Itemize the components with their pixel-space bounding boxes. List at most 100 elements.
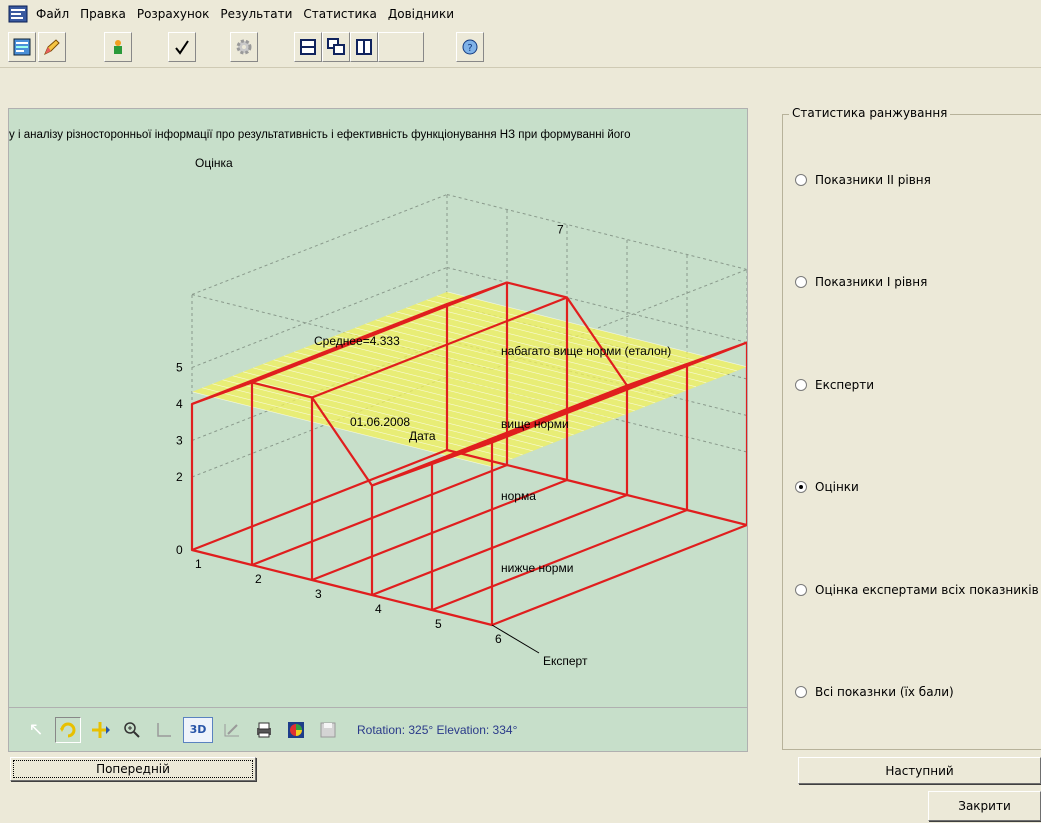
expert-base-line (371, 493, 628, 597)
z-tick-label: 5 (176, 361, 183, 375)
menu-reference[interactable]: Довідники (387, 7, 455, 21)
level-label: нижче норми (501, 561, 573, 575)
expert-base-line (191, 448, 448, 552)
mean-plane-stripe (324, 339, 625, 416)
mean-plane-stripe (385, 315, 686, 392)
x-tick-label: 4 (375, 602, 382, 616)
radio-experts-circle[interactable] (795, 379, 807, 391)
mean-plane (192, 291, 747, 467)
mean-plane-stripe (222, 379, 523, 456)
close-button[interactable]: Закрити (928, 791, 1041, 821)
mean-plane-stripe (446, 291, 747, 368)
top-tick-label: 7 (557, 223, 564, 237)
axes-icon[interactable] (151, 717, 177, 743)
menu-results[interactable]: Результати (220, 7, 293, 21)
score-base-line (190, 548, 494, 627)
radio-indicators-level1-label: Показники І рівня (815, 275, 928, 289)
zoom-icon[interactable] (119, 717, 145, 743)
mean-plane-stripe (273, 359, 574, 436)
z-tick-label: 0 (176, 543, 183, 557)
expert-base-line (251, 463, 508, 567)
x-tick-label: 5 (435, 617, 442, 631)
radio-indicators-level1[interactable]: Показники І рівня (795, 275, 927, 289)
radio-expert-scores-all-circle[interactable] (795, 584, 807, 596)
save-icon[interactable] (315, 717, 341, 743)
split-vertical-icon[interactable] (350, 32, 378, 62)
mean-plane-stripe (283, 355, 584, 432)
z-tick-label: 2 (176, 470, 183, 484)
expert-base-line (491, 523, 747, 627)
chart-banner: у і аналізу різносторонньої інформації п… (9, 129, 630, 141)
menu-statistics[interactable]: Статистика (303, 7, 377, 21)
expert-top-line (431, 362, 688, 466)
plot-toolbar: ↖ 3D Rotation: 325° Elevation: 334° (8, 708, 748, 752)
x-tick-label: 1 (195, 557, 202, 571)
radio-indicators-level1-circle[interactable] (795, 276, 807, 288)
mean-plane-stripe (212, 383, 513, 460)
z-axis-title: Оцінка (195, 156, 233, 170)
score-line (190, 381, 494, 487)
view-3d-button[interactable]: 3D (183, 716, 213, 743)
mean-plane-stripe (334, 335, 635, 412)
x-tick-label: 2 (255, 572, 262, 586)
menu-edit[interactable]: Правка (80, 7, 126, 21)
pan-icon[interactable] (87, 717, 113, 743)
expert-top-line (371, 384, 628, 487)
radio-all-indicators[interactable]: Всі показнки (їх бали) (795, 685, 954, 699)
mean-plane-stripe (406, 307, 707, 384)
mean-plane-stripe (253, 367, 554, 444)
radio-scores[interactable]: Оцінки (795, 480, 859, 494)
edit-chart-icon[interactable] (219, 717, 245, 743)
x-tick-label: 6 (495, 632, 502, 646)
grid-line (491, 269, 747, 370)
expert-top-line (251, 281, 508, 384)
prev-button[interactable]: Попередній (10, 757, 256, 781)
menu-file[interactable]: Файл (36, 7, 70, 21)
checkmark-icon[interactable] (168, 32, 196, 62)
expert-top-line (191, 302, 448, 406)
radio-indicators-level2-circle[interactable] (795, 174, 807, 186)
figures-icon[interactable] (104, 32, 132, 62)
help-icon[interactable]: ? (456, 32, 484, 62)
pencil-icon[interactable] (38, 32, 66, 62)
x-axis-title: Експерт (543, 654, 588, 668)
3d-chart[interactable]: 0 2 3 4 5 1 2 3 4 5 6 7 у і аналізу різносторонньої … (9, 109, 748, 708)
app-icon[interactable] (8, 5, 28, 23)
mean-plane-stripe (314, 343, 615, 420)
grid-line (191, 267, 448, 368)
mean-plane-stripe (365, 323, 666, 400)
grid-line (446, 194, 747, 270)
radio-expert-scores-all[interactable]: Оцінка експертами всіх показників (795, 583, 1039, 597)
radio-indicators-level2[interactable]: Показники ІІ рівня (795, 173, 931, 187)
report-icon[interactable] (8, 32, 36, 62)
score-line (445, 281, 747, 387)
chart-panel: 0 2 3 4 5 1 2 3 4 5 6 7 у і аналізу різносторонньої … (8, 108, 748, 708)
score-base-line (445, 448, 747, 527)
palette-icon[interactable] (283, 717, 309, 743)
cascade-windows-icon[interactable] (322, 32, 350, 62)
stats-group-title: Статистика ранжування (789, 106, 951, 120)
radio-scores-circle[interactable] (795, 481, 807, 493)
radio-all-indicators-label: Всі показнки (їх бали) (815, 685, 954, 699)
radio-expert-scores-all-label: Оцінка експертами всіх показників (815, 583, 1039, 597)
mean-plane-stripe (426, 299, 727, 376)
expert-top-line (491, 341, 747, 444)
level-label: вище норми (501, 417, 569, 431)
expert-top-line (311, 296, 568, 399)
mean-plane-stripe (242, 371, 544, 448)
blank-icon[interactable] (378, 32, 424, 62)
x-axis-leader (491, 624, 540, 654)
rotate-icon[interactable] (55, 716, 81, 743)
print-icon[interactable] (251, 717, 277, 743)
radio-experts[interactable]: Експерти (795, 378, 874, 392)
expert-base-line (311, 478, 568, 582)
pointer-icon[interactable]: ↖ (28, 719, 44, 740)
split-horizontal-icon[interactable] (294, 32, 322, 62)
radio-all-indicators-circle[interactable] (795, 686, 807, 698)
radio-indicators-level2-label: Показники ІІ рівня (815, 173, 931, 187)
mean-plane-stripe (304, 347, 605, 424)
next-button[interactable]: Наступний (798, 757, 1041, 784)
menu-calculation[interactable]: Розрахунок (136, 7, 210, 21)
gear-icon[interactable] (230, 32, 258, 62)
mean-plane-stripe (344, 331, 646, 408)
